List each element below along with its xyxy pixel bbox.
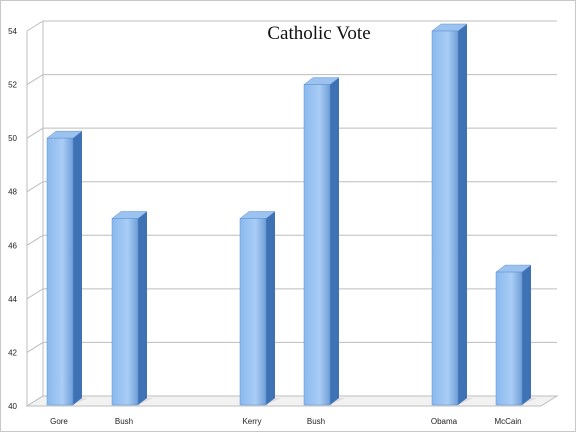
bar-kerry [239,211,281,406]
bar-side [73,131,82,405]
chart-back-wall [27,21,557,406]
y-tick-label: 52 [8,81,17,90]
chart-floor [25,395,559,407]
bar-front [239,218,267,406]
x-tick-label: Kerry [242,417,261,426]
bar-front [46,137,74,406]
bars [46,23,537,406]
bar-side [138,211,147,405]
y-tick-label: 42 [8,348,17,357]
x-tick-label: Obama [431,417,458,426]
y-tick-label: 44 [8,295,17,304]
bar-front [495,271,523,406]
y-tick-label: 46 [8,241,17,250]
chart-title: Catholic Vote [267,23,370,44]
bar-side [330,77,339,406]
x-tick-label: Bush [307,417,325,426]
bar-mccain [495,264,537,406]
bar-bush [111,211,153,406]
y-tick-label: 50 [8,134,17,143]
floor-plane [25,395,559,407]
y-tick-label: 48 [8,188,17,197]
bar-front [111,218,139,406]
gridlines [26,20,557,407]
bar-front [431,30,459,406]
x-tick-label: Bush [115,417,133,426]
y-tick-label: 40 [8,402,17,411]
x-tick-label: Gore [50,417,68,426]
bar-side [458,24,467,405]
y-tick-label: 54 [8,27,17,36]
x-tick-label: McCain [494,417,521,426]
bar-side [266,211,275,405]
bar-side [522,265,531,405]
bar-front [303,84,331,406]
x-axis-labels: Gore Bush Kerry Bush Obama McCain [50,417,521,426]
bar-obama [431,23,473,406]
y-axis-ticks: 40 42 44 46 48 50 52 54 [8,27,17,411]
bar-bush [303,77,345,406]
bar-gore [46,130,88,406]
